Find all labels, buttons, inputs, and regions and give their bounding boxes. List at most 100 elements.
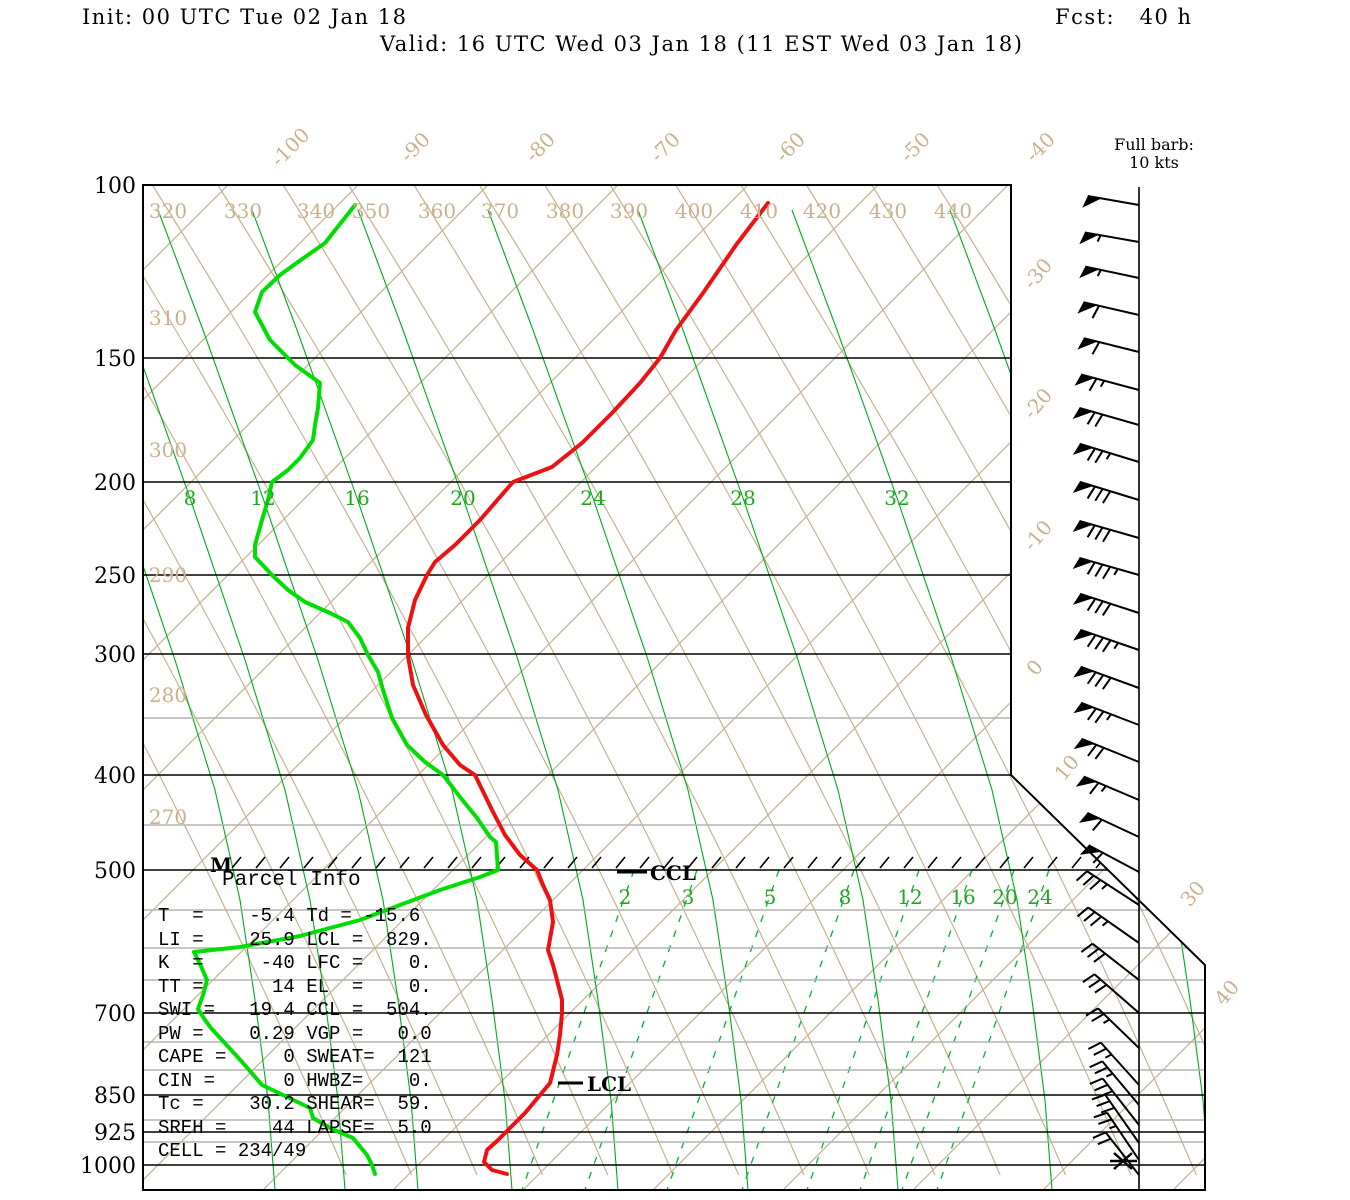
isobar-hatch-tick: [927, 856, 938, 869]
dry-adiabat-label: 320: [149, 199, 187, 223]
wind-barb-full: [1094, 414, 1104, 428]
wind-barb: [1072, 592, 1140, 617]
wind-barb-full: [1094, 1083, 1108, 1092]
isotherm-line: [0, 150, 3, 1190]
mixing-ratio-label: 3: [682, 885, 695, 909]
wind-barb-full: [1075, 870, 1088, 882]
wind-barb-full: [1089, 1077, 1104, 1085]
isobar-hatch-tick: [999, 856, 1010, 869]
isotherm-line: [782, 185, 1205, 1190]
isobar-hatch-tick: [807, 856, 818, 869]
init-time-label: Init: 00 UTC Tue 02 Jan 18: [82, 5, 408, 29]
isotherm-label: -80: [520, 127, 560, 167]
wind-barb-full: [1094, 1066, 1108, 1075]
wind-barb: [1085, 1007, 1140, 1049]
wind-barb: [1077, 301, 1140, 319]
isobar-hatch-tick: [1047, 856, 1058, 869]
parcel-info-line: PW = 0.29 VGP = 0.0: [158, 1022, 432, 1045]
wind-barb-half: [1099, 380, 1106, 388]
moist-adiabat-line: [157, 209, 419, 1190]
wind-barb-pennant: [1075, 776, 1097, 787]
wind-barb: [1079, 265, 1140, 279]
plot-border: [142, 184, 1206, 1191]
pressure-axis-label: 700: [94, 1002, 136, 1027]
isotherm-label: -60: [770, 127, 810, 167]
pressure-axis-label: 300: [94, 643, 136, 668]
isobar-hatch-tick: [231, 856, 242, 869]
wind-barb-pennant: [1078, 812, 1101, 823]
wind-barb-full: [1086, 671, 1097, 685]
wind-barb-half: [1113, 568, 1119, 576]
wind-barb-full: [1094, 488, 1104, 502]
forecast-hour-label: Fcst: 40 h: [1055, 5, 1193, 29]
dry-adiabat-line: [609, 185, 1132, 1176]
wind-barb: [1082, 194, 1140, 208]
pressure-axis-label: 150: [94, 347, 136, 372]
isobar-hatch-tick: [783, 856, 794, 869]
dry-adiabat-label: 370: [481, 199, 519, 223]
wind-barb-full: [1088, 378, 1098, 392]
parcel-info-table: T = -5.4 Td = -15.6 LI = 25.9 LCL = 829. K…: [158, 905, 432, 1164]
wind-barb: [1093, 1111, 1140, 1161]
dry-adiabat-line: [143, 185, 347, 1176]
wind-barb-full: [1094, 674, 1105, 688]
wind-barb-pennant: [1073, 738, 1095, 750]
dry-adiabat-line: [675, 185, 1197, 1176]
parcel-info-line: TT = 14 EL = 0.: [158, 975, 432, 998]
parcel-info-line: SREH = 44 LAPSE= 5.0: [158, 1116, 432, 1139]
wind-barb-pennant: [1073, 702, 1095, 714]
parcel-info-line: CAPE = 0 SWEAT= 121: [158, 1046, 432, 1068]
dry-adiabat-line: [413, 185, 936, 1176]
wind-barb-full: [1097, 1137, 1112, 1146]
wind-barb-pennant: [1072, 557, 1093, 570]
wind-barb-shaft: [1106, 1112, 1140, 1161]
wind-barb-half: [1105, 1072, 1114, 1078]
temperature-curve: [406, 201, 770, 1176]
moist-adiabat-label: 24: [580, 486, 605, 510]
wind-barb: [1074, 373, 1140, 392]
dry-adiabat-label: 420: [803, 199, 841, 223]
wind-barb-full: [1094, 564, 1104, 578]
parcel-info-line: T = -5.4 Td = -15.6: [158, 905, 421, 927]
wind-barb-shaft: [1088, 844, 1140, 873]
wind-barb-full: [1089, 782, 1100, 795]
wind-barb-pennant: [1072, 407, 1093, 420]
isotherm-line: [143, 185, 654, 1190]
moist-adiabat-line: [251, 209, 513, 1190]
wind-barb-full: [1082, 973, 1096, 983]
wind-barb-full: [1082, 874, 1095, 886]
isobar-hatch-tick: [951, 856, 962, 869]
moist-adiabat-label: 8: [184, 486, 197, 510]
wind-barb-full: [1093, 952, 1106, 963]
pressure-axis-label: 850: [94, 1084, 136, 1109]
wind-barb-shaft: [1104, 1131, 1140, 1176]
dry-adiabat-label: 330: [224, 199, 262, 223]
wind-barb-full: [1092, 819, 1103, 832]
isobar-hatch-tick: [327, 856, 338, 869]
wind-barb-shaft: [1101, 1060, 1140, 1106]
wind-barb-half: [1101, 920, 1109, 927]
wind-barb: [1079, 231, 1140, 245]
isobar-hatch-tick: [591, 856, 602, 869]
wind-barb-pennant: [1072, 443, 1094, 455]
isotherm-label: 0: [1021, 655, 1048, 680]
wind-barb-full: [1094, 600, 1104, 614]
wind-barb: [1077, 337, 1140, 355]
mixing-ratio-label: 8: [839, 885, 852, 909]
dry-adiabat-label: 290: [149, 563, 187, 587]
dry-adiabat-label: 440: [934, 199, 972, 223]
wind-barb-half: [1105, 452, 1112, 460]
isotherm-label: 30: [1175, 876, 1210, 911]
wind-barb: [1092, 1131, 1140, 1176]
pressure-axis-label: 1000: [80, 1154, 136, 1179]
wind-barb-shaft: [1087, 194, 1140, 206]
isotherm-label: -10: [1018, 515, 1057, 555]
dry-adiabat-label: 280: [149, 683, 187, 707]
isobar-hatch-tick: [615, 856, 626, 869]
isotherm-label: -90: [395, 127, 435, 167]
wind-barb-full: [1096, 1100, 1111, 1107]
moist-adiabat-line: [637, 209, 899, 1190]
dry-adiabat-line: [348, 185, 870, 1176]
parcel-info-line: LI = 25.9 LCL = 829.: [158, 928, 432, 951]
dry-adiabat-label: 300: [149, 438, 187, 462]
